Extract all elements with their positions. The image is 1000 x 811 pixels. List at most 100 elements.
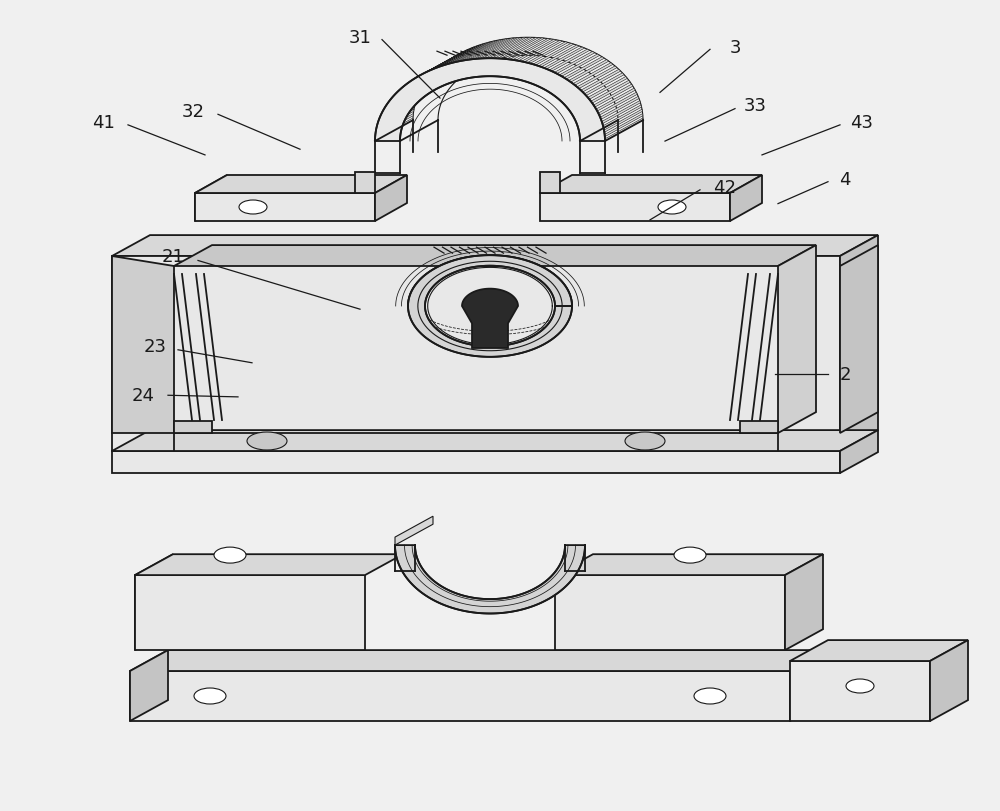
Text: 31: 31 [349,29,371,47]
Polygon shape [594,85,633,108]
Polygon shape [569,61,609,83]
Polygon shape [840,236,878,452]
Text: 33: 33 [743,97,766,114]
Text: 43: 43 [850,114,874,132]
Polygon shape [540,173,560,194]
Polygon shape [740,422,778,433]
Polygon shape [790,661,930,721]
Polygon shape [730,176,762,221]
Polygon shape [544,48,585,70]
Polygon shape [527,43,568,64]
Polygon shape [405,63,445,86]
Polygon shape [397,71,437,93]
Polygon shape [450,43,491,64]
Polygon shape [112,236,878,257]
Polygon shape [930,641,968,721]
Polygon shape [605,114,643,137]
Ellipse shape [694,689,726,704]
Polygon shape [379,97,418,120]
Polygon shape [444,45,485,66]
Polygon shape [409,61,449,83]
Polygon shape [492,38,533,59]
Polygon shape [521,41,562,63]
Polygon shape [600,97,639,120]
Polygon shape [602,101,640,125]
Polygon shape [423,53,464,75]
Text: 32: 32 [182,103,205,121]
Polygon shape [135,555,173,650]
Ellipse shape [214,547,246,564]
Polygon shape [564,58,604,80]
Polygon shape [112,452,840,474]
Polygon shape [378,101,416,125]
Polygon shape [790,650,828,721]
Polygon shape [375,114,413,137]
Polygon shape [479,38,520,59]
Polygon shape [135,555,403,575]
Polygon shape [516,41,557,62]
Polygon shape [130,650,828,672]
Polygon shape [555,555,823,575]
Polygon shape [461,41,502,62]
Polygon shape [401,67,441,89]
Polygon shape [376,105,415,129]
Polygon shape [375,176,407,221]
Polygon shape [603,105,642,129]
Ellipse shape [846,679,874,693]
Polygon shape [408,255,572,358]
Polygon shape [381,93,420,116]
Text: 23: 23 [144,337,167,355]
Polygon shape [510,40,551,61]
Text: 4: 4 [839,171,851,189]
Ellipse shape [247,432,287,450]
Polygon shape [467,40,508,61]
Polygon shape [539,46,579,68]
Text: 3: 3 [729,39,741,57]
Polygon shape [498,38,539,59]
Polygon shape [485,38,526,59]
Polygon shape [395,517,433,546]
Text: 21: 21 [162,248,184,266]
Polygon shape [428,50,469,72]
Polygon shape [130,672,790,721]
Polygon shape [418,55,459,77]
Polygon shape [533,45,574,66]
Polygon shape [462,290,518,349]
Polygon shape [376,110,414,133]
Polygon shape [540,194,730,221]
Ellipse shape [239,201,267,215]
Polygon shape [540,176,762,194]
Polygon shape [591,81,630,104]
Polygon shape [112,431,878,452]
Polygon shape [375,118,413,142]
Polygon shape [112,257,174,433]
Polygon shape [555,575,785,650]
Text: 2: 2 [839,366,851,384]
Polygon shape [473,39,514,60]
Polygon shape [504,39,545,60]
Polygon shape [588,77,627,101]
Text: 41: 41 [92,114,114,132]
Polygon shape [433,48,474,70]
Polygon shape [135,575,365,650]
Polygon shape [577,67,617,89]
Polygon shape [581,71,621,93]
Polygon shape [391,77,430,101]
Polygon shape [195,176,227,221]
Polygon shape [554,53,595,75]
Polygon shape [395,546,585,614]
Ellipse shape [625,432,665,450]
Polygon shape [604,110,642,133]
Polygon shape [584,74,624,97]
Polygon shape [174,422,212,433]
Polygon shape [112,257,840,452]
Polygon shape [439,46,479,68]
Polygon shape [549,50,590,72]
Text: 24: 24 [132,387,155,405]
Polygon shape [394,74,434,97]
Polygon shape [573,63,613,86]
Polygon shape [840,246,878,433]
Polygon shape [778,246,816,433]
Polygon shape [598,93,637,116]
Polygon shape [456,41,497,63]
